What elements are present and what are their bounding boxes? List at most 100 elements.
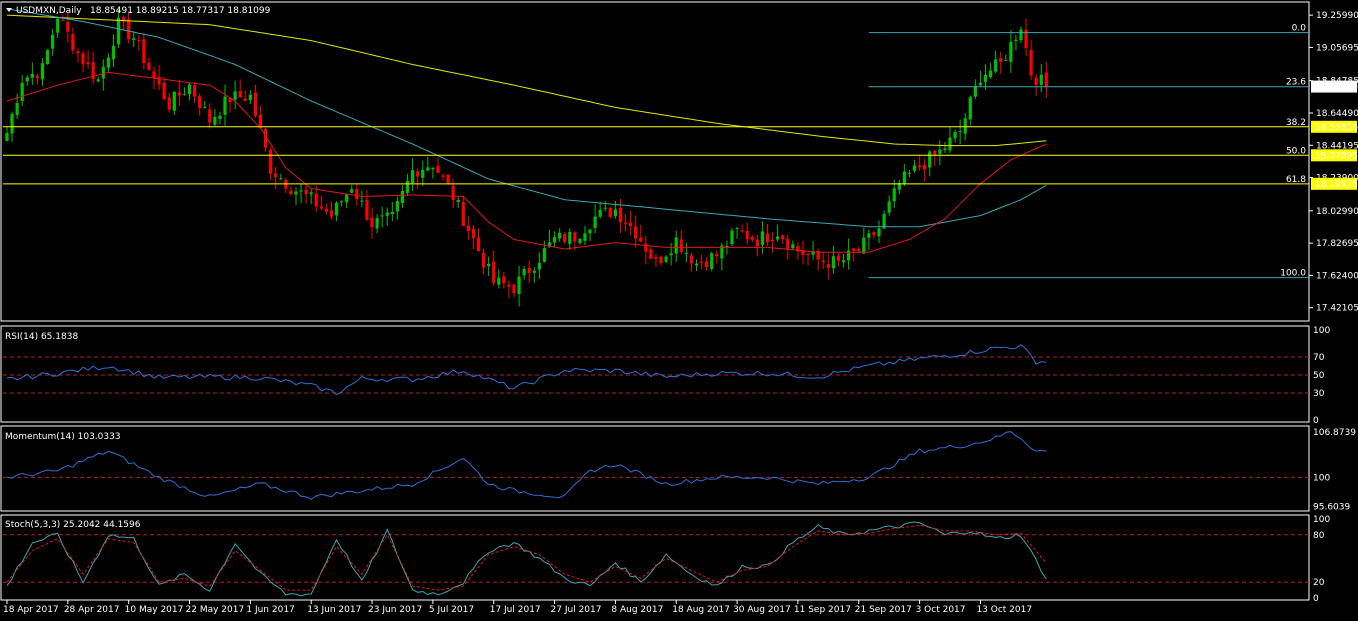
candle-body[interactable] — [81, 53, 85, 65]
candle-body[interactable] — [10, 113, 14, 134]
candle-body[interactable] — [116, 17, 121, 45]
candle-body[interactable] — [943, 148, 947, 151]
candle-body[interactable] — [588, 229, 592, 234]
candle-body[interactable] — [867, 233, 871, 238]
candle-body[interactable] — [269, 149, 273, 174]
candle-body[interactable] — [598, 209, 602, 217]
candle-body[interactable] — [948, 137, 952, 151]
candle-body[interactable] — [213, 116, 217, 125]
candle-body[interactable] — [208, 109, 212, 123]
candle-body[interactable] — [877, 228, 881, 237]
stochastic-signal-line[interactable] — [6, 524, 1047, 591]
candle-body[interactable] — [897, 183, 901, 190]
candle-body[interactable] — [618, 207, 623, 222]
candle-body[interactable] — [324, 208, 329, 212]
candle-body[interactable] — [740, 230, 744, 232]
candle-body[interactable] — [847, 250, 851, 261]
candle-body[interactable] — [147, 62, 151, 70]
candle-body[interactable] — [228, 98, 232, 103]
candle-body[interactable] — [1014, 39, 1018, 41]
candle-body[interactable] — [583, 233, 587, 241]
candle-body[interactable] — [248, 94, 252, 101]
rsi-line[interactable] — [6, 343, 1047, 396]
candle-body[interactable] — [309, 192, 313, 195]
candle-body[interactable] — [233, 91, 237, 100]
candle-body[interactable] — [30, 73, 34, 78]
candle-body[interactable] — [517, 276, 521, 295]
candle-body[interactable] — [1004, 60, 1008, 62]
candle-body[interactable] — [182, 94, 187, 96]
candle-body[interactable] — [862, 237, 866, 254]
candle-body[interactable] — [684, 252, 688, 254]
candle-body[interactable] — [451, 185, 455, 201]
candle-body[interactable] — [765, 233, 770, 243]
candle-body[interactable] — [796, 245, 800, 252]
candle-body[interactable] — [1019, 29, 1023, 41]
candle-body[interactable] — [669, 253, 673, 256]
candle-body[interactable] — [527, 267, 531, 274]
candle-body[interactable] — [745, 230, 749, 240]
candle-body[interactable] — [902, 171, 906, 185]
candle-body[interactable] — [568, 231, 572, 244]
candle-body[interactable] — [492, 261, 496, 284]
candle-body[interactable] — [481, 252, 486, 268]
candle-body[interactable] — [710, 253, 714, 269]
candle-body[interactable] — [841, 260, 846, 263]
candle-body[interactable] — [456, 199, 460, 203]
candle-body[interactable] — [994, 59, 998, 72]
candle-body[interactable] — [299, 190, 303, 192]
candle-body[interactable] — [806, 254, 810, 256]
candle-body[interactable] — [674, 237, 678, 254]
candle-body[interactable] — [730, 230, 734, 245]
candle-body[interactable] — [86, 62, 90, 65]
candle-body[interactable] — [355, 189, 359, 200]
candle-body[interactable] — [578, 238, 582, 244]
candle-body[interactable] — [40, 63, 45, 80]
candle-body[interactable] — [781, 235, 785, 240]
candle-body[interactable] — [329, 210, 334, 217]
candle-body[interactable] — [679, 239, 683, 253]
candle-body[interactable] — [811, 251, 815, 255]
candle-body[interactable] — [831, 256, 836, 269]
candle-body[interactable] — [608, 207, 612, 217]
candle-body[interactable] — [476, 237, 481, 252]
candle-body[interactable] — [304, 189, 308, 195]
candle-body[interactable] — [370, 217, 374, 228]
candle-body[interactable] — [573, 232, 577, 242]
candle-body[interactable] — [487, 263, 491, 267]
candle-body[interactable] — [71, 33, 75, 51]
candle-body[interactable] — [821, 260, 825, 263]
candle-body[interactable] — [56, 18, 60, 33]
candle-body[interactable] — [390, 211, 394, 215]
candle-body[interactable] — [502, 276, 506, 284]
candle-body[interactable] — [152, 71, 156, 78]
momentum-line[interactable] — [6, 431, 1047, 500]
candle-body[interactable] — [999, 58, 1003, 62]
candle-body[interactable] — [142, 39, 146, 64]
candle-body[interactable] — [365, 199, 369, 220]
candle-body[interactable] — [497, 277, 501, 285]
candle-body[interactable] — [416, 171, 420, 177]
candle-body[interactable] — [45, 49, 50, 65]
candle-body[interactable] — [978, 82, 983, 86]
candle-body[interactable] — [238, 91, 242, 98]
candle-body[interactable] — [177, 92, 181, 96]
candle-body[interactable] — [25, 77, 29, 82]
candle-body[interactable] — [51, 34, 55, 49]
candle-body[interactable] — [375, 218, 379, 229]
candle-body[interactable] — [634, 226, 638, 239]
candle-body[interactable] — [1029, 49, 1033, 76]
candle-body[interactable] — [988, 70, 993, 78]
candle-body[interactable] — [770, 240, 775, 242]
candle-body[interactable] — [198, 96, 202, 109]
candle-body[interactable] — [522, 268, 526, 276]
candle-body[interactable] — [192, 85, 197, 97]
candle-body[interactable] — [35, 75, 40, 79]
candle-body[interactable] — [279, 178, 283, 180]
candle-body[interactable] — [953, 131, 957, 139]
candle-body[interactable] — [132, 38, 136, 40]
candle-body[interactable] — [66, 21, 70, 32]
candle-body[interactable] — [532, 270, 536, 273]
candle-body[interactable] — [933, 150, 937, 155]
candle-body[interactable] — [253, 92, 258, 116]
